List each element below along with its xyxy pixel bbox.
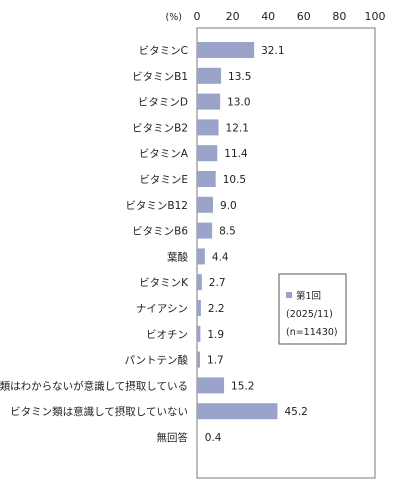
bar <box>197 222 213 239</box>
x-tick-label: 80 <box>332 10 346 23</box>
bar <box>197 377 225 394</box>
category-label: ビオチン <box>146 329 188 341</box>
x-tick-label: 60 <box>297 10 311 23</box>
value-label: 1.9 <box>207 329 224 341</box>
value-label: 13.5 <box>228 71 251 83</box>
value-label: 13.0 <box>227 97 250 109</box>
bar <box>197 429 198 445</box>
category-label: ビタミンB2 <box>132 122 188 134</box>
unit-label: (%) <box>166 12 182 23</box>
bar <box>197 403 278 420</box>
value-label: 12.1 <box>226 122 249 134</box>
category-label: ビタミンD <box>138 97 188 109</box>
category-label: ビタミンE <box>139 174 188 186</box>
category-label: ナイアシン <box>136 303 188 315</box>
x-tick-label: 100 <box>365 10 386 23</box>
category-labels: ビタミンC ビタミンB1 ビタミンD ビタミンB2 ビタミンA ビタミンE ビタミンB12 ビ… <box>0 45 189 444</box>
category-label: ビタミンA <box>139 148 189 160</box>
legend-swatch <box>286 292 292 298</box>
value-label: 15.2 <box>231 380 254 392</box>
category-label: ビタミンB12 <box>125 200 188 212</box>
category-label: ビタミンK <box>139 277 189 289</box>
bar <box>197 325 201 342</box>
x-tick-label: 40 <box>261 10 275 23</box>
legend-line: (2025/11) <box>286 309 333 320</box>
bar <box>197 171 216 187</box>
bar <box>197 274 202 291</box>
bar <box>197 248 205 265</box>
legend-line: (n=11430) <box>286 327 338 338</box>
value-label: 4.4 <box>212 251 229 263</box>
value-label: 32.1 <box>261 45 284 57</box>
value-label: 0.4 <box>205 432 222 444</box>
category-label: パントテン酸 <box>124 354 188 367</box>
category-label: 種類はわからないが意識して摂取している <box>0 379 188 392</box>
bars <box>197 42 278 445</box>
category-label: 無回答 <box>157 431 189 444</box>
bar <box>197 93 221 110</box>
category-label: 葉酸 <box>167 250 188 263</box>
legend: 第1回 (2025/11) (n=11430) <box>278 273 347 345</box>
legend-line: 第1回 <box>296 290 321 302</box>
bar <box>197 196 214 213</box>
value-label: 1.7 <box>207 355 224 367</box>
bar <box>197 351 201 368</box>
value-label: 10.5 <box>223 174 246 186</box>
category-label: ビタミンB6 <box>132 226 188 238</box>
bar <box>197 119 219 136</box>
x-tick-label: 20 <box>226 10 240 23</box>
category-label: ビタミンB1 <box>132 71 188 83</box>
value-label: 11.4 <box>224 148 248 160</box>
x-tick-label: 0 <box>194 10 201 23</box>
x-axis-ticks: (%) 0 20 40 60 80 100 <box>166 10 386 23</box>
value-label: 2.7 <box>209 277 226 289</box>
legend-box <box>278 273 347 345</box>
category-label: ビタミンC <box>139 45 188 57</box>
bar <box>197 300 201 316</box>
value-label: 2.2 <box>208 303 225 315</box>
category-label: ビタミン類は意識して摂取していない <box>10 405 188 418</box>
value-label: 9.0 <box>220 200 237 212</box>
value-labels: 32.1 13.5 13.0 12.1 11.4 10.5 9.0 8.5 4.4 2.7 2.2 1… <box>205 45 308 444</box>
bar <box>197 67 222 84</box>
value-label: 8.5 <box>219 226 236 238</box>
bar <box>197 145 218 162</box>
bar <box>197 42 255 58</box>
value-label: 45.2 <box>284 406 307 418</box>
